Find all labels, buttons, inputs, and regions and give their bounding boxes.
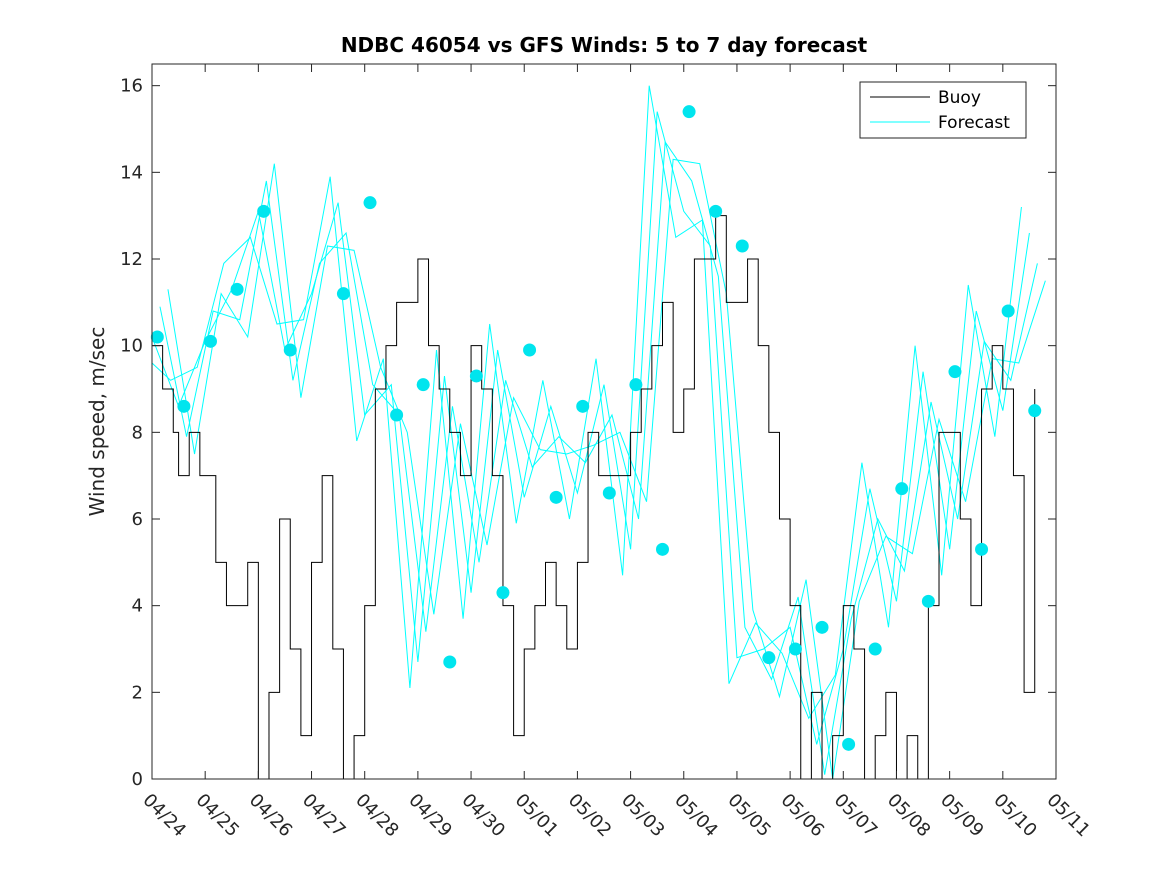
legend-entry-buoy: Buoy <box>938 88 981 108</box>
chart-title: NDBC 46054 vs GFS Winds: 5 to 7 day fore… <box>341 33 868 57</box>
plot-frame <box>151 63 1057 780</box>
forecast-marker <box>363 196 377 210</box>
forecast-marker <box>762 651 776 665</box>
buoy-series-lines <box>152 215 1036 780</box>
legend-box <box>859 81 1027 139</box>
forecast-marker <box>921 594 935 608</box>
y-tick-label: 2 <box>132 682 143 703</box>
forecast-marker <box>230 282 244 296</box>
forecast-marker <box>842 737 856 751</box>
forecast-marker <box>602 486 616 500</box>
forecast-marker <box>443 655 457 669</box>
forecast-marker <box>336 287 350 301</box>
forecast-marker <box>868 642 882 656</box>
y-tick-label: 8 <box>132 422 143 443</box>
legend: Buoy Forecast <box>859 81 1027 139</box>
y-tick-label: 10 <box>120 336 143 357</box>
forecast-marker <box>895 482 909 496</box>
forecast-marker <box>416 378 430 392</box>
forecast-marker <box>177 399 191 413</box>
forecast-marker <box>1028 404 1042 418</box>
forecast-marker <box>549 490 563 504</box>
forecast-marker <box>203 334 217 348</box>
forecast-marker <box>735 239 749 253</box>
forecast-marker <box>815 620 829 634</box>
buoy-series-line <box>152 215 1036 780</box>
forecast-marker <box>496 586 510 600</box>
y-tick-label: 6 <box>132 509 143 530</box>
forecast-marker <box>629 378 643 392</box>
forecast-marker <box>150 330 164 344</box>
forecast-marker <box>975 542 989 556</box>
y-tick-label: 0 <box>132 769 143 790</box>
forecast-series-line <box>151 111 1030 745</box>
forecast-series-line <box>167 158 1046 780</box>
forecast-series-line <box>151 85 1022 720</box>
forecast-marker <box>655 542 669 556</box>
y-axis-label: Wind speed, m/sec <box>85 327 109 517</box>
y-tick-label: 14 <box>120 162 143 183</box>
forecast-marker <box>283 343 297 357</box>
forecast-marker <box>390 408 404 422</box>
forecast-marker <box>576 399 590 413</box>
y-tick-label: 12 <box>120 249 143 270</box>
forecast-marker <box>948 365 962 379</box>
y-axis: 0 2 4 6 8 10 12 14 16 <box>120 76 1056 790</box>
forecast-marker <box>709 204 723 218</box>
forecast-marker <box>1001 304 1015 318</box>
y-tick-label: 4 <box>132 596 143 617</box>
forecast-marker <box>257 204 271 218</box>
forecast-marker <box>682 105 696 119</box>
forecast-marker <box>469 369 483 383</box>
forecast-series-lines <box>151 85 1046 780</box>
y-tick-label: 16 <box>120 76 143 97</box>
forecast-marker <box>788 642 802 656</box>
legend-entry-forecast: Forecast <box>938 113 1010 133</box>
forecast-markers <box>150 105 1042 751</box>
forecast-marker <box>523 343 537 357</box>
